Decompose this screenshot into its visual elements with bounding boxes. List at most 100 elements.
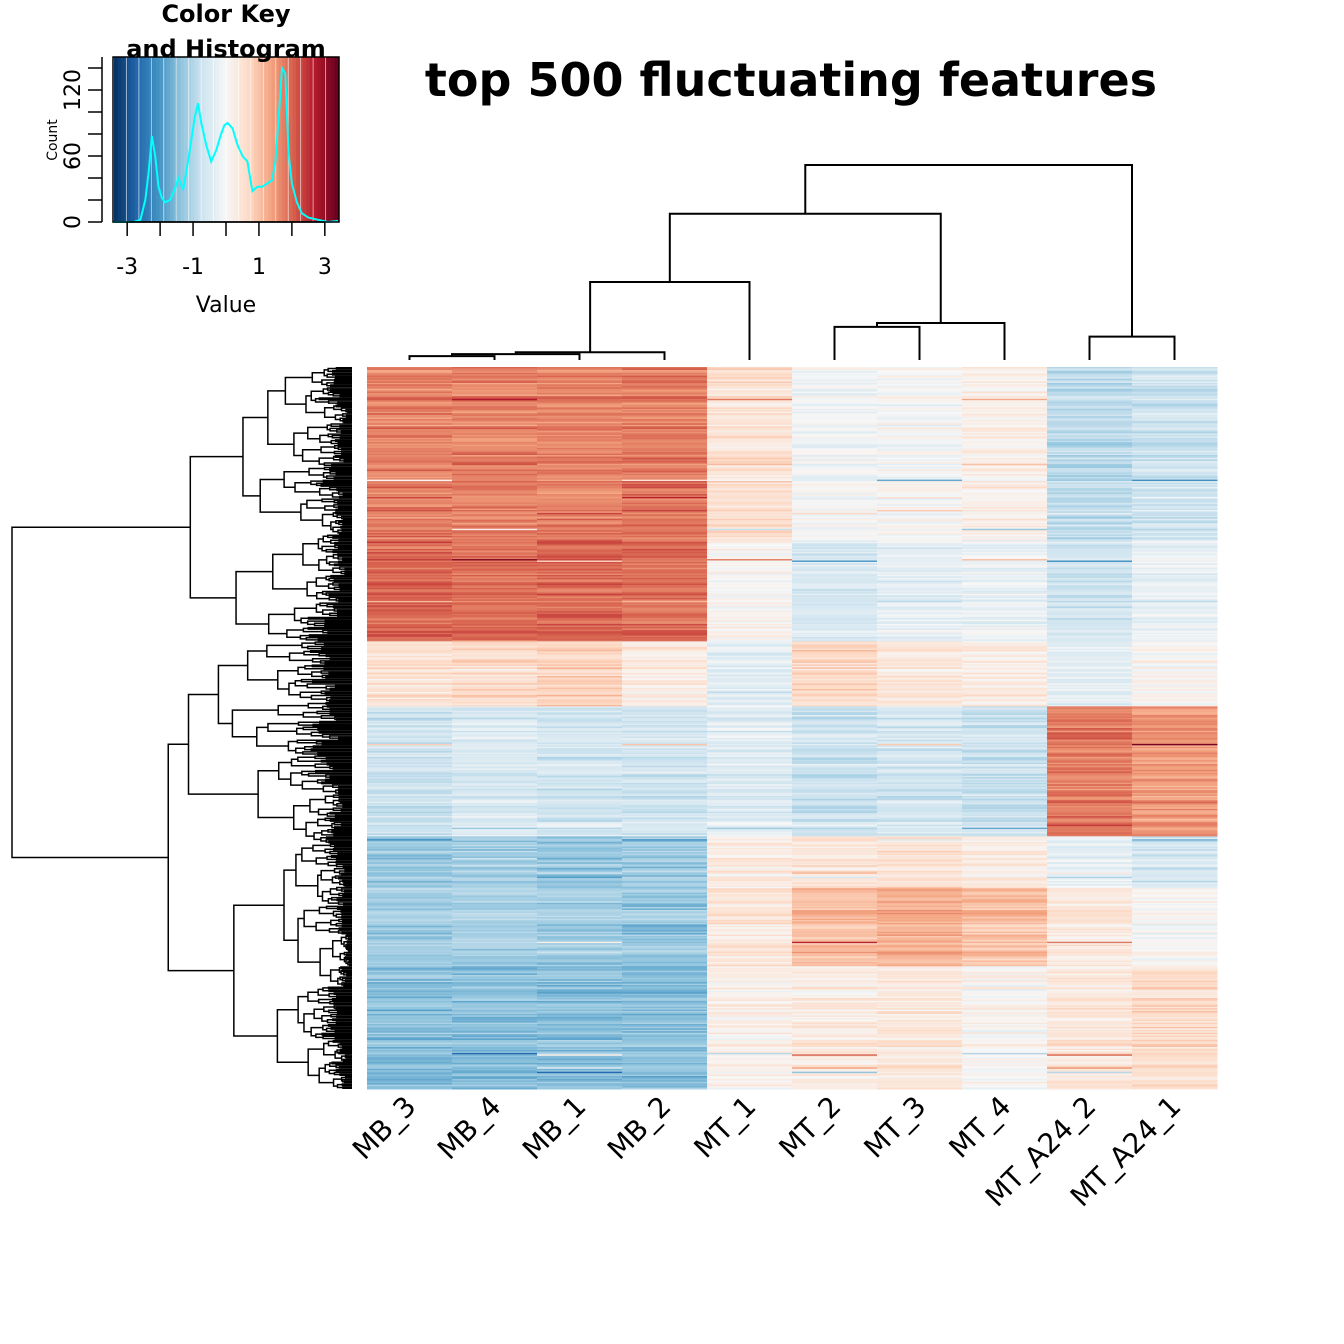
heatmap-cell — [1132, 915, 1218, 918]
heatmap-cell — [962, 371, 1048, 374]
heatmap-cell — [1047, 686, 1133, 689]
heatmap-cell — [1047, 925, 1133, 928]
heatmap-cell — [1132, 530, 1218, 533]
heatmap-cell — [962, 511, 1048, 514]
heatmap-cell — [537, 914, 623, 917]
heatmap-cell — [367, 742, 453, 745]
heatmap-cell — [537, 925, 623, 928]
heatmap-cell — [367, 856, 453, 859]
heatmap-cell — [792, 834, 878, 837]
heatmap-cell — [1132, 863, 1218, 866]
heatmap-cell — [877, 716, 963, 719]
heatmap-cell — [962, 485, 1048, 488]
heatmap-cell — [537, 665, 623, 668]
row-dendrogram-branch — [334, 1029, 352, 1033]
heatmap-cell — [962, 898, 1048, 901]
heatmap-cell — [537, 533, 623, 535]
heatmap-cell — [537, 663, 623, 665]
heatmap-cell — [707, 431, 793, 434]
heatmap-cell — [962, 704, 1048, 707]
heatmap-cell — [1047, 844, 1133, 847]
heatmap-cell — [792, 450, 878, 453]
heatmap-cell — [962, 827, 1048, 830]
heatmap-cell — [877, 492, 963, 495]
heatmap-cell — [962, 530, 1048, 533]
heatmap-cell — [452, 933, 538, 935]
heatmap-cell — [962, 567, 1048, 570]
heatmap-cell — [877, 470, 963, 473]
heatmap-cell — [622, 928, 708, 931]
heatmap-cell — [792, 930, 878, 933]
heatmap-cell — [452, 560, 538, 563]
heatmap-cell — [537, 436, 623, 439]
heatmap-cell — [707, 989, 793, 992]
heatmap-cell — [792, 784, 878, 787]
heatmap-cell — [537, 826, 623, 829]
heatmap-cell — [707, 738, 793, 741]
heatmap-cell — [537, 850, 623, 853]
heatmap-cell — [962, 719, 1048, 722]
color-key-y-tick-label: 0 — [61, 215, 86, 229]
row-dendrogram-branch — [317, 727, 352, 731]
heatmap-cell — [1132, 556, 1218, 559]
row-dendrogram-branch — [293, 432, 308, 457]
heatmap-cell — [962, 703, 1048, 706]
heatmap-cell — [877, 691, 963, 694]
heatmap-cell — [537, 715, 623, 717]
heatmap-cell — [622, 421, 708, 424]
heatmap-cell — [1132, 439, 1218, 442]
heatmap-cell — [622, 704, 708, 707]
heatmap-cell — [367, 704, 453, 707]
heatmap-cell — [792, 953, 878, 956]
heatmap-cell — [792, 538, 878, 541]
heatmap-cell — [537, 885, 623, 888]
heatmap-cell — [622, 798, 708, 801]
heatmap-cell — [367, 954, 453, 957]
heatmap-cell — [1047, 739, 1133, 742]
heatmap-cell — [962, 466, 1048, 469]
heatmap-cell — [877, 863, 963, 866]
heatmap-cell — [1132, 704, 1218, 707]
heatmap-cell — [962, 772, 1048, 775]
heatmap-cell — [622, 974, 708, 977]
heatmap-cell — [1132, 738, 1218, 741]
heatmap-cell — [537, 515, 623, 518]
heatmap-cell — [367, 416, 453, 419]
heatmap-cell — [1047, 664, 1133, 667]
heatmap-cell — [367, 976, 453, 979]
heatmap-cell — [537, 803, 623, 806]
heatmap-cell — [707, 710, 793, 713]
heatmap-cell — [367, 715, 453, 717]
heatmap-cell — [367, 446, 453, 449]
heatmap-cell — [792, 587, 878, 590]
heatmap-cell — [707, 491, 793, 494]
heatmap-cell — [622, 870, 708, 873]
heatmap-cell — [452, 689, 538, 691]
heatmap-cell — [367, 554, 453, 557]
heatmap-cell — [622, 811, 708, 814]
heatmap-cell — [452, 801, 538, 804]
heatmap-cell — [707, 390, 793, 393]
heatmap-cell — [962, 655, 1048, 658]
heatmap-cell — [877, 829, 963, 832]
heatmap-cell — [537, 684, 623, 687]
heatmap-cell — [877, 811, 963, 814]
heatmap-cell — [537, 840, 623, 843]
heatmap-cell — [367, 778, 453, 781]
heatmap-cell — [962, 642, 1048, 645]
heatmap-cell — [962, 715, 1048, 717]
heatmap-cell — [1132, 881, 1218, 883]
heatmap-cell — [1047, 624, 1133, 626]
heatmap-cell — [792, 881, 878, 883]
heatmap-cell — [707, 826, 793, 829]
heatmap-cell — [622, 494, 708, 497]
heatmap-cell — [1132, 534, 1218, 537]
heatmap-cell — [537, 595, 623, 598]
heatmap-cell — [962, 504, 1048, 507]
heatmap-cell — [962, 673, 1048, 676]
heatmap-cell — [452, 372, 538, 375]
heatmap-cell — [452, 803, 538, 806]
heatmap-cell — [537, 948, 623, 951]
heatmap-cell — [622, 447, 708, 450]
heatmap-cell — [707, 665, 793, 668]
